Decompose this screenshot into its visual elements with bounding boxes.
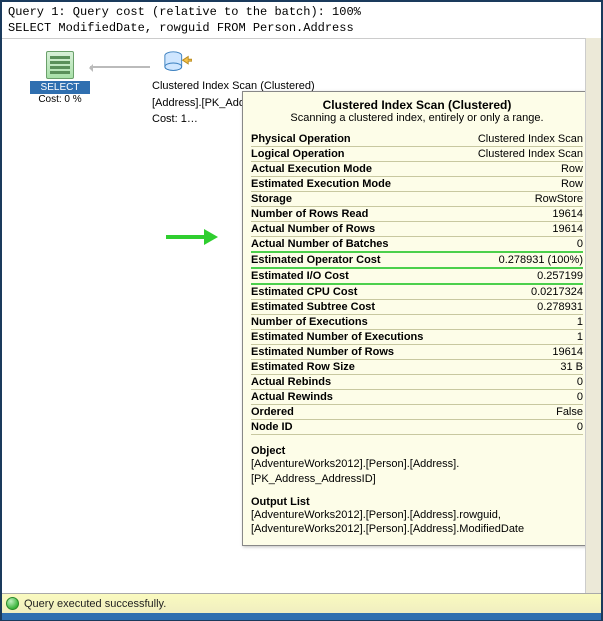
property-row: Actual Number of Batches0 bbox=[251, 237, 583, 253]
tooltip-object-header: Object bbox=[251, 445, 583, 457]
tooltip-properties-table: Physical OperationClustered Index ScanLo… bbox=[251, 132, 583, 435]
property-key: Actual Execution Mode bbox=[251, 162, 457, 177]
vertical-scrollbar[interactable] bbox=[585, 38, 601, 593]
property-key: Estimated I/O Cost bbox=[251, 268, 457, 284]
select-cost: Cost: 0 % bbox=[30, 94, 90, 105]
property-value: 1 bbox=[457, 315, 583, 330]
tooltip-object-value: [AdventureWorks2012].[Person].[Address].… bbox=[251, 457, 583, 486]
property-key: Storage bbox=[251, 192, 457, 207]
property-row: Estimated CPU Cost0.0217324 bbox=[251, 284, 583, 300]
property-key: Estimated CPU Cost bbox=[251, 284, 457, 300]
plan-node-select[interactable]: SELECT Cost: 0 % bbox=[30, 51, 90, 105]
property-key: Estimated Row Size bbox=[251, 360, 457, 375]
status-bar: Query executed successfully. bbox=[2, 593, 601, 619]
property-key: Actual Number of Rows bbox=[251, 222, 457, 237]
property-row: Number of Executions1 bbox=[251, 315, 583, 330]
query-header: Query 1: Query cost (relative to the bat… bbox=[2, 2, 601, 39]
tooltip-output-value: [AdventureWorks2012].[Person].[Address].… bbox=[251, 508, 583, 537]
property-key: Physical Operation bbox=[251, 132, 457, 147]
property-value: 0.257199 bbox=[457, 268, 583, 284]
property-key: Actual Rewinds bbox=[251, 390, 457, 405]
property-row: Actual Rewinds0 bbox=[251, 390, 583, 405]
property-row: Physical OperationClustered Index Scan bbox=[251, 132, 583, 147]
select-label: SELECT bbox=[30, 81, 90, 94]
property-row: Actual Number of Rows19614 bbox=[251, 222, 583, 237]
property-row: OrderedFalse bbox=[251, 405, 583, 420]
select-icon bbox=[46, 51, 74, 79]
property-value: 1 bbox=[457, 330, 583, 345]
status-footer-strip bbox=[2, 613, 601, 620]
property-row: Estimated Number of Executions1 bbox=[251, 330, 583, 345]
property-row: Estimated Subtree Cost0.278931 bbox=[251, 300, 583, 315]
status-text: Query executed successfully. bbox=[24, 598, 166, 610]
property-key: Estimated Subtree Cost bbox=[251, 300, 457, 315]
property-value: 0 bbox=[457, 375, 583, 390]
annotation-arrow bbox=[166, 229, 226, 245]
property-value: 0.0217324 bbox=[457, 284, 583, 300]
tooltip-title: Clustered Index Scan (Clustered) bbox=[251, 98, 583, 112]
property-value: 0 bbox=[457, 390, 583, 405]
property-row: Estimated I/O Cost0.257199 bbox=[251, 268, 583, 284]
property-row: Actual Rebinds0 bbox=[251, 375, 583, 390]
property-value: Row bbox=[457, 162, 583, 177]
property-key: Estimated Number of Executions bbox=[251, 330, 457, 345]
property-value: RowStore bbox=[457, 192, 583, 207]
property-value: 0.278931 bbox=[457, 300, 583, 315]
property-value: 0 bbox=[457, 420, 583, 435]
property-value: 0.278931 (100%) bbox=[457, 252, 583, 268]
property-key: Logical Operation bbox=[251, 147, 457, 162]
property-value: Clustered Index Scan bbox=[457, 147, 583, 162]
property-key: Actual Number of Batches bbox=[251, 237, 457, 253]
property-value: 19614 bbox=[457, 345, 583, 360]
operator-tooltip: Clustered Index Scan (Clustered) Scannin… bbox=[242, 91, 592, 545]
property-value: 19614 bbox=[457, 222, 583, 237]
property-row: Estimated Execution ModeRow bbox=[251, 177, 583, 192]
property-row: Estimated Row Size31 B bbox=[251, 360, 583, 375]
query-cost-line: Query 1: Query cost (relative to the bat… bbox=[8, 5, 361, 19]
property-key: Node ID bbox=[251, 420, 457, 435]
property-value: Row bbox=[457, 177, 583, 192]
property-row: StorageRowStore bbox=[251, 192, 583, 207]
property-row: Logical OperationClustered Index Scan bbox=[251, 147, 583, 162]
query-sql-line: SELECT ModifiedDate, rowguid FROM Person… bbox=[8, 21, 354, 35]
success-icon bbox=[6, 597, 19, 610]
property-row: Estimated Number of Rows19614 bbox=[251, 345, 583, 360]
property-value: False bbox=[457, 405, 583, 420]
property-row: Node ID0 bbox=[251, 420, 583, 435]
property-row: Actual Execution ModeRow bbox=[251, 162, 583, 177]
property-row: Estimated Operator Cost0.278931 (100%) bbox=[251, 252, 583, 268]
tooltip-output-header: Output List bbox=[251, 496, 583, 508]
execution-plan-canvas[interactable]: SELECT Cost: 0 % Clustered Index Scan (C… bbox=[2, 39, 601, 579]
property-key: Estimated Operator Cost bbox=[251, 252, 457, 268]
property-key: Number of Executions bbox=[251, 315, 457, 330]
property-value: 31 B bbox=[457, 360, 583, 375]
property-key: Estimated Number of Rows bbox=[251, 345, 457, 360]
property-value: 19614 bbox=[457, 207, 583, 222]
property-key: Estimated Execution Mode bbox=[251, 177, 457, 192]
property-key: Actual Rebinds bbox=[251, 375, 457, 390]
property-value: Clustered Index Scan bbox=[457, 132, 583, 147]
property-key: Number of Rows Read bbox=[251, 207, 457, 222]
plan-connector bbox=[90, 66, 150, 68]
clustered-index-scan-icon bbox=[162, 49, 192, 77]
property-value: 0 bbox=[457, 237, 583, 253]
property-key: Ordered bbox=[251, 405, 457, 420]
property-row: Number of Rows Read19614 bbox=[251, 207, 583, 222]
tooltip-subtitle: Scanning a clustered index, entirely or … bbox=[251, 112, 583, 124]
